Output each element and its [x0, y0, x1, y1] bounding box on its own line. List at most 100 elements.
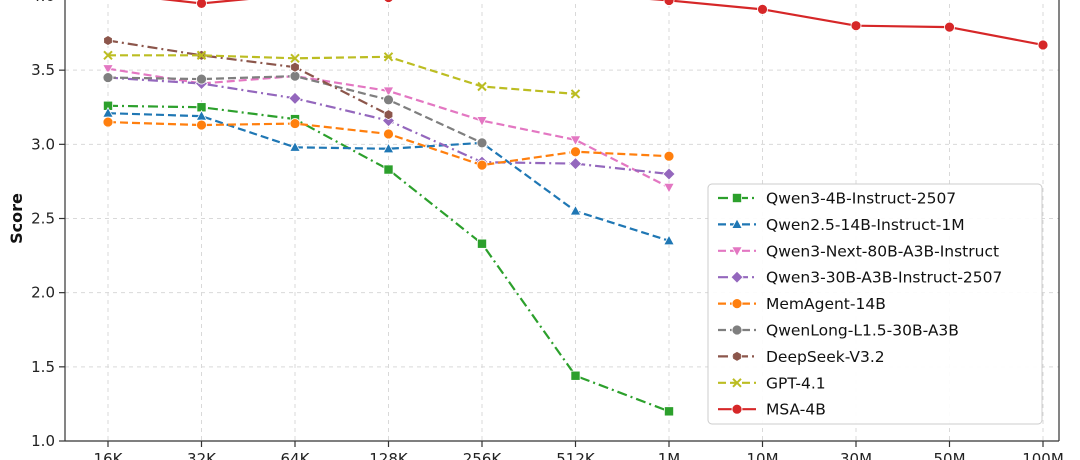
legend-label: Qwen3-30B-A3B-Instruct-2507 [766, 269, 1002, 287]
data-point [196, 50, 207, 61]
data-point [850, 20, 862, 32]
data-point [663, 0, 675, 6]
series-msa-4b [160, 0, 1049, 51]
data-point [568, 157, 583, 171]
x-tick-label: 100M [1022, 450, 1064, 460]
data-point [196, 119, 207, 131]
series-gpt-4-1 [103, 50, 581, 99]
legend-label: QwenLong-L1.5-30B-A3B [766, 322, 959, 340]
data-point [476, 116, 488, 127]
x-ticks: 16K 32K 64K 128K 256K 512K 1M 10M 30M 50M 100M [94, 441, 1064, 460]
data-point [382, 142, 395, 154]
series-memagent-14b [102, 116, 675, 171]
data-point [944, 21, 955, 33]
data-point [383, 52, 394, 62]
data-point [383, 0, 394, 3]
legend-entry-qwen3-next-80b-a3b-instruct: Qwen3-Next-80B-A3B-Instruct [718, 242, 999, 260]
series-qwen2-5-14b-instruct-1m [102, 106, 675, 246]
legend-label: GPT-4.1 [766, 374, 826, 392]
x-tick-label: 16K [94, 450, 124, 460]
data-point [103, 50, 113, 61]
data-point [1037, 39, 1049, 51]
legend-entry-memagent-14b: MemAgent-14B [718, 295, 886, 313]
y-tick-label: 4.0 [31, 0, 55, 5]
data-point [103, 35, 113, 46]
data-point [289, 140, 301, 152]
y-ticks: 1.0 1.5 2.0 2.5 3.0 3.5 4.0 [31, 0, 65, 450]
x-tick-label: 50M [933, 450, 965, 460]
data-point [570, 89, 581, 99]
y-tick-label: 1.5 [31, 358, 55, 376]
data-point [663, 182, 675, 194]
legend-entry-deepseek-v3-2: DeepSeek-V3.2 [718, 348, 885, 366]
legend-entry-msa-4b: MSA-4B [718, 401, 826, 419]
data-point [289, 118, 301, 129]
legend: Qwen3-4B-Instruct-2507 Qwen2.5-14B-Instru… [707, 183, 1043, 425]
y-tick-label: 1.0 [31, 432, 55, 450]
data-point [476, 159, 488, 171]
data-point [664, 406, 675, 417]
data-point [662, 167, 676, 181]
legend-marker [730, 270, 744, 284]
legend-marker [731, 324, 743, 336]
data-point [383, 94, 394, 106]
legend-entry-qwenlong-l1-5-30b-a3b: QwenLong-L1.5-30B-A3B [718, 322, 959, 340]
data-point [569, 204, 582, 216]
x-tick-label: 64K [281, 450, 311, 460]
data-point [383, 109, 394, 121]
data-point [102, 72, 114, 83]
legend-marker [732, 378, 742, 388]
legend-entry-qwen2-5-14b-instruct-1m: Qwen2.5-14B-Instruct-1M [718, 216, 965, 234]
series-line-deepseek-v3-2 [107, 39, 389, 116]
legend-marker [731, 246, 743, 258]
x-tick-label: 256K [463, 450, 503, 460]
data-point [757, 3, 768, 15]
y-tick-label: 3.5 [31, 61, 55, 79]
legend-entry-qwen3-4b-instruct-2507: Qwen3-4B-Instruct-2507 [718, 190, 956, 208]
data-point [196, 73, 207, 85]
series-line-msa-4b [160, 0, 1044, 47]
x-tick-label: 128K [369, 450, 409, 460]
y-tick-label: 3.0 [31, 135, 55, 153]
legend-label: Qwen2.5-14B-Instruct-1M [766, 216, 965, 234]
series-line-gpt-4-1 [108, 54, 576, 95]
legend-marker [731, 218, 743, 229]
x-tick-label: 30M [840, 450, 872, 460]
data-point [477, 81, 487, 92]
data-point [290, 61, 300, 73]
x-tick-label: 512K [556, 450, 596, 460]
legend-marker [732, 350, 742, 362]
series-qwenlong-l1-5-30b-a3b [102, 70, 488, 149]
legend-label: MSA-4B [766, 401, 826, 419]
data-point [570, 370, 581, 381]
data-point [569, 135, 582, 147]
legend-marker [731, 298, 743, 310]
legend-entry-gpt-4-1: GPT-4.1 [718, 374, 826, 392]
data-point [663, 234, 675, 246]
legend-label: Qwen3-4B-Instruct-2507 [766, 190, 956, 208]
x-tick-label: 1M [658, 450, 681, 460]
data-point [288, 91, 302, 105]
legend-label: DeepSeek-V3.2 [766, 348, 885, 366]
x-tick-label: 10M [746, 450, 778, 460]
legend-label: MemAgent-14B [766, 295, 886, 313]
legend-label: Qwen3-Next-80B-A3B-Instruct [766, 242, 999, 260]
data-point [382, 86, 395, 98]
data-point [570, 146, 581, 158]
x-tick-label: 32K [187, 450, 217, 460]
legend-entry-qwen3-30b-a3b-instruct-2507: Qwen3-30B-A3B-Instruct-2507 [718, 269, 1002, 287]
legend-marker [732, 192, 743, 203]
data-point [290, 53, 300, 64]
data-point [383, 128, 394, 140]
data-point [476, 238, 487, 249]
data-point [196, 0, 207, 9]
data-point [102, 64, 114, 76]
y-tick-label: 2.5 [31, 210, 55, 228]
data-point [102, 116, 114, 128]
y-tick-label: 2.0 [31, 284, 55, 302]
data-point [476, 137, 488, 149]
data-point [663, 150, 675, 162]
legend-box [707, 183, 1043, 425]
legend-marker [731, 403, 743, 415]
